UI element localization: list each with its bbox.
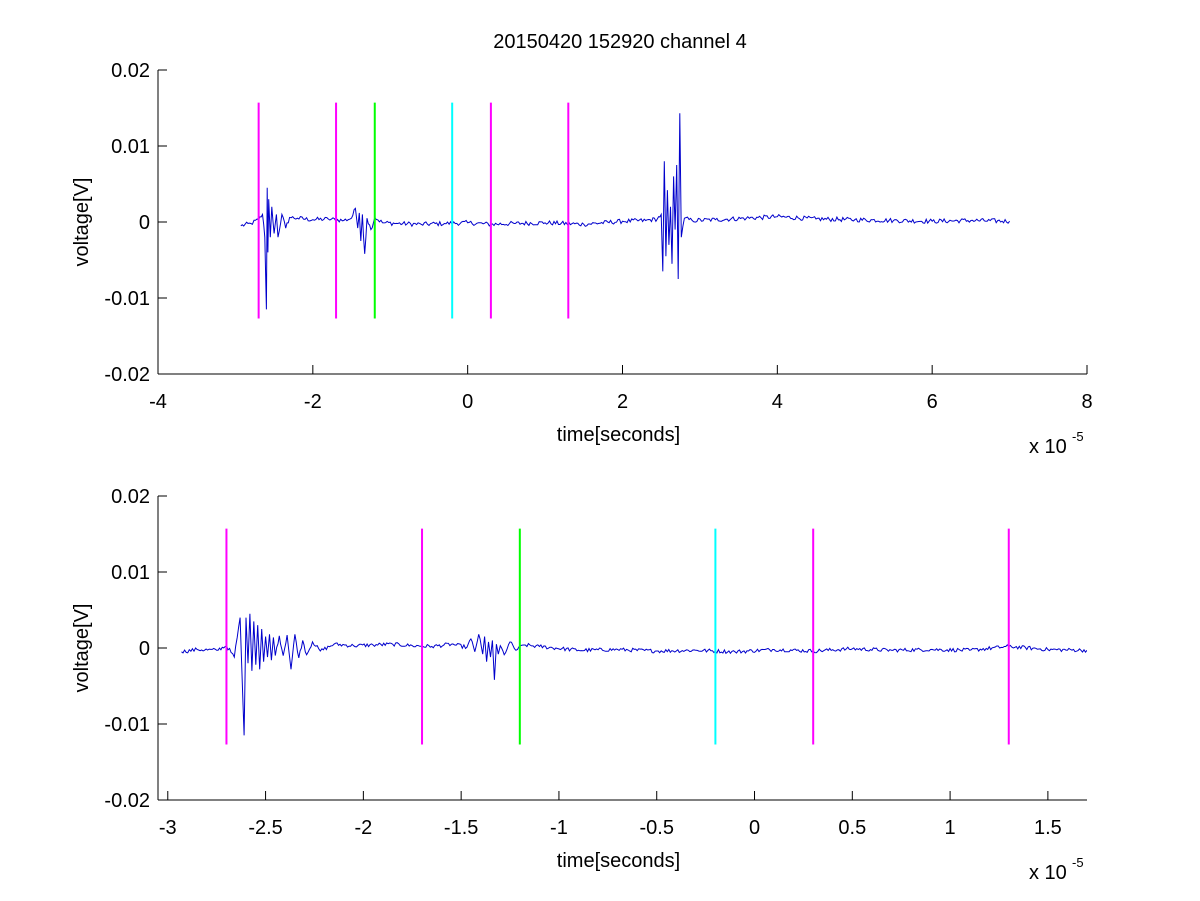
x-tick-label: -2.5 — [248, 817, 282, 839]
y-tick-label: -0.01 — [104, 288, 150, 310]
y-tick-label: 0.01 — [111, 136, 150, 158]
x-tick-label: 4 — [772, 391, 783, 413]
x-tick-label: 1.5 — [1034, 817, 1062, 839]
y-tick-label: 0.01 — [111, 562, 150, 584]
x-tick-label: -0.5 — [639, 817, 673, 839]
x-tick-label: -2 — [304, 391, 322, 413]
x-tick-label: 8 — [1081, 391, 1092, 413]
y-tick-label: 0 — [139, 638, 150, 660]
x-scale-multiplier: x 10 — [1029, 862, 1067, 884]
signal-trace — [181, 613, 1087, 736]
x-tick-label: 0 — [462, 391, 473, 413]
x-scale-exponent: -5 — [1072, 429, 1084, 444]
x-tick-label: 1 — [945, 817, 956, 839]
y-tick-label: -0.02 — [104, 790, 150, 812]
x-tick-label: 0.5 — [838, 817, 866, 839]
signal-trace — [240, 113, 1010, 310]
y-axis-label: voltage[V] — [71, 604, 93, 693]
figure-title: 20150420 152920 channel 4 — [493, 31, 747, 53]
x-scale-multiplier: x 10 — [1029, 436, 1067, 458]
y-tick-label: 0.02 — [111, 60, 150, 82]
x-tick-label: -1 — [550, 817, 568, 839]
y-tick-label: -0.01 — [104, 714, 150, 736]
y-tick-label: 0 — [139, 212, 150, 234]
top-plot: -0.02 -0.01 0 0.01 0.02 -4 -2 0 2 4 6 8 time[seconds… — [71, 60, 1093, 458]
x-axis-label: time[seconds] — [557, 850, 680, 872]
x-tick-label: -4 — [149, 391, 167, 413]
x-tick-label: -2 — [354, 817, 372, 839]
x-tick-label: 0 — [749, 817, 760, 839]
bottom-plot: -0.02 -0.01 0 0.01 0.02 -3 -2.5 -2 -1.5 -1 -0.5 0 0.… — [71, 486, 1087, 884]
x-tick-label: -1.5 — [444, 817, 478, 839]
y-tick-label: 0.02 — [111, 486, 150, 508]
y-tick-label: -0.02 — [104, 364, 150, 386]
y-axis-label: voltage[V] — [71, 178, 93, 267]
x-scale-exponent: -5 — [1072, 855, 1084, 870]
x-tick-label: 2 — [617, 391, 628, 413]
x-tick-label: -3 — [159, 817, 177, 839]
x-tick-label: 6 — [927, 391, 938, 413]
x-axis-label: time[seconds] — [557, 424, 680, 446]
